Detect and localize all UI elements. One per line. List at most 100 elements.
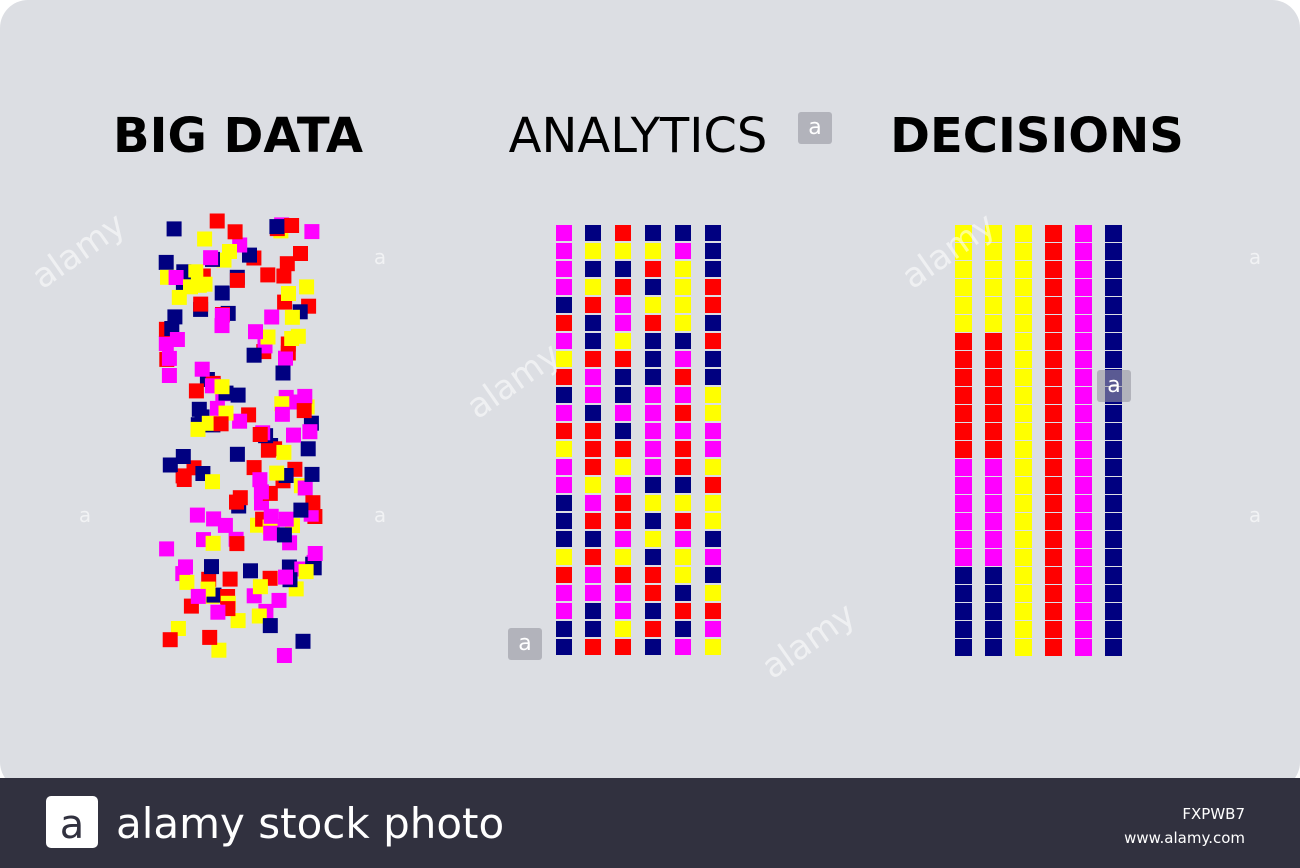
square	[1015, 405, 1032, 422]
square	[675, 405, 691, 421]
square	[1075, 513, 1092, 530]
square	[556, 225, 572, 241]
square	[556, 279, 572, 295]
square	[262, 618, 278, 634]
square	[227, 224, 243, 240]
square	[1075, 603, 1092, 620]
square	[585, 297, 601, 313]
square	[675, 459, 691, 475]
square	[229, 272, 245, 288]
square	[1105, 549, 1122, 566]
square	[276, 444, 292, 460]
square	[1015, 225, 1032, 242]
square	[1015, 369, 1032, 386]
square	[279, 256, 295, 272]
square	[955, 585, 972, 602]
square	[246, 347, 262, 363]
square	[615, 639, 631, 655]
square	[167, 309, 183, 325]
square	[645, 567, 661, 583]
square	[955, 225, 972, 242]
square	[955, 351, 972, 368]
square	[955, 459, 972, 476]
title-decisions: DECISIONS	[890, 108, 1184, 164]
square	[955, 315, 972, 332]
square	[278, 569, 293, 585]
square	[271, 592, 287, 608]
square	[556, 531, 572, 547]
square	[585, 639, 601, 655]
square	[190, 421, 206, 437]
square	[675, 243, 691, 259]
square	[260, 329, 276, 345]
square	[269, 219, 285, 235]
square	[1015, 423, 1032, 440]
square	[1015, 513, 1032, 530]
title-analytics: ANALYTICS	[509, 108, 768, 164]
square	[675, 495, 691, 511]
square	[178, 559, 193, 575]
square	[1045, 603, 1062, 620]
square	[556, 387, 572, 403]
square	[615, 333, 631, 349]
square	[276, 648, 292, 663]
square	[1075, 477, 1092, 494]
square	[955, 441, 972, 458]
square	[615, 225, 631, 241]
watermark-letter: a	[518, 631, 531, 656]
square	[705, 603, 721, 619]
square	[229, 494, 244, 510]
square	[158, 254, 174, 270]
square	[645, 621, 661, 637]
square	[295, 633, 311, 649]
square	[197, 231, 213, 247]
square	[585, 423, 601, 439]
square	[675, 549, 691, 565]
watermark-letter: a	[374, 245, 386, 269]
square	[214, 307, 230, 323]
square	[1015, 549, 1032, 566]
square	[556, 441, 572, 457]
square	[1105, 279, 1122, 296]
square	[585, 531, 601, 547]
square	[1045, 225, 1062, 242]
watermark-letter: a	[1107, 373, 1120, 398]
square	[556, 243, 572, 259]
square	[585, 243, 601, 259]
square	[675, 333, 691, 349]
square	[1075, 495, 1092, 512]
square	[955, 423, 972, 440]
square	[1105, 351, 1122, 368]
square	[985, 279, 1002, 296]
square	[615, 279, 631, 295]
square	[284, 331, 300, 346]
square	[201, 415, 217, 431]
square	[955, 549, 972, 566]
square	[278, 350, 293, 366]
square	[985, 423, 1002, 440]
footer-id: FXPWB7	[1182, 805, 1245, 823]
square	[183, 279, 198, 295]
square	[1075, 243, 1092, 260]
square	[1045, 495, 1062, 512]
square	[278, 511, 294, 527]
square	[1105, 585, 1122, 602]
square	[615, 459, 631, 475]
square	[1075, 549, 1092, 566]
square	[585, 387, 601, 403]
square	[162, 457, 178, 473]
square	[1045, 477, 1062, 494]
square	[705, 567, 721, 583]
square	[645, 279, 661, 295]
square	[281, 286, 296, 301]
square	[169, 332, 185, 347]
square	[161, 350, 177, 366]
square	[955, 297, 972, 314]
square	[585, 441, 601, 457]
square	[615, 513, 631, 529]
square	[955, 243, 972, 260]
square	[166, 221, 182, 237]
square	[162, 632, 178, 648]
square	[296, 403, 312, 419]
